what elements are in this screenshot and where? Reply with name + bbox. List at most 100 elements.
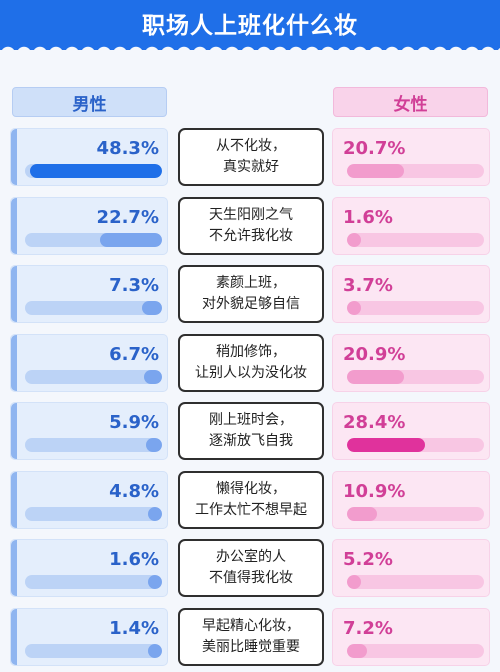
male-panel-stripe	[11, 197, 17, 254]
category-label-line: 不允许我化妆	[209, 227, 293, 244]
category-label-line: 真实就好	[223, 159, 279, 175]
female-value-label: 1.6%	[343, 206, 393, 228]
category-box: 天生阳刚之气 不允许我化妆	[178, 196, 324, 255]
female-bar-track	[347, 575, 484, 589]
male-bar-track	[25, 643, 162, 658]
male-bar-track	[25, 164, 162, 178]
female-bar-panel: 20.9%	[332, 333, 490, 392]
female-bar-track	[347, 369, 484, 384]
male-bar-panel: 5.9%	[10, 402, 168, 460]
male-bar-track	[25, 369, 162, 384]
category-box: 懒得化妆， 工作太忙不想早起	[178, 470, 324, 529]
male-value-label: 48.3%	[96, 138, 159, 159]
female-value-label: 3.7%	[343, 275, 393, 296]
male-bar-track	[25, 301, 162, 315]
female-bar-track	[347, 643, 484, 658]
male-value-label: 7.3%	[109, 275, 159, 296]
female-bar-panel: 5.2%	[332, 539, 490, 597]
female-bar	[347, 643, 367, 658]
female-bar-panel: 7.2%	[332, 607, 490, 666]
female-bar-panel: 10.9%	[332, 470, 490, 529]
male-panel-stripe	[11, 266, 17, 322]
category-label-line: 懒得化妆，	[216, 480, 286, 497]
category-box: 稍加修饰， 让别人以为没化妆	[178, 333, 324, 392]
male-bar	[99, 232, 162, 247]
female-bar	[347, 506, 377, 521]
category-box: 素颜上班， 对外貌足够自信	[178, 265, 324, 323]
male-bar-panel: 4.8%	[10, 470, 168, 529]
male-bar	[148, 506, 162, 521]
male-panel-stripe	[11, 403, 17, 459]
female-bar-panel: 28.4%	[332, 402, 490, 460]
male-bar-panel: 1.4%	[10, 607, 168, 666]
female-bar-panel: 3.7%	[332, 265, 490, 323]
category-box: 刚上班时会， 逐渐放飞自我	[178, 402, 324, 460]
female-value-label: 20.9%	[343, 343, 406, 365]
category-label-line: 逐渐放飞自我	[209, 433, 293, 449]
category-box: 从不化妆， 真实就好	[178, 128, 324, 186]
male-bar-track	[25, 575, 162, 589]
category-label-line: 工作太忙不想早起	[195, 501, 307, 518]
female-bar	[347, 575, 362, 589]
male-bar	[143, 369, 162, 384]
female-bar-track	[347, 164, 484, 178]
male-bar	[29, 164, 162, 178]
male-bar	[145, 438, 162, 452]
female-value-label: 28.4%	[343, 412, 406, 433]
male-bar-track	[25, 506, 162, 521]
female-bar-track	[347, 506, 484, 521]
header-banner: 职场人上班化什么妆	[0, 0, 500, 50]
category-label-line: 刚上班时会，	[209, 412, 293, 428]
female-bar	[347, 164, 404, 178]
male-bar-track	[25, 438, 162, 452]
male-panel-stripe	[11, 334, 17, 391]
male-bar	[148, 575, 162, 589]
male-panel-stripe	[11, 540, 17, 596]
female-bar-track	[347, 438, 484, 452]
male-bar	[142, 301, 162, 315]
male-value-label: 1.4%	[109, 617, 159, 639]
male-value-label: 4.8%	[109, 480, 159, 502]
male-value-label: 5.9%	[109, 412, 159, 433]
category-box: 早起精心化妆， 美丽比睡觉重要	[178, 607, 324, 666]
female-bar-track	[347, 232, 484, 247]
category-label-line: 素颜上班，	[216, 275, 286, 291]
female-value-label: 5.2%	[343, 549, 393, 570]
male-bar-panel: 7.3%	[10, 265, 168, 323]
male-value-label: 1.6%	[109, 549, 159, 570]
male-bar	[148, 643, 162, 658]
category-label-line: 从不化妆，	[216, 138, 286, 154]
female-value-label: 7.2%	[343, 617, 393, 639]
male-value-label: 22.7%	[96, 206, 159, 228]
male-bar-panel: 22.7%	[10, 196, 168, 255]
category-box: 办公室的人不值得我化妆	[178, 539, 324, 597]
category-label-line: 让别人以为没化妆	[195, 364, 307, 381]
female-value-label: 20.7%	[343, 138, 406, 159]
category-label-line: 稍加修饰，	[216, 343, 286, 360]
female-bar-track	[347, 301, 484, 315]
category-label-line: 早起精心化妆，	[202, 617, 300, 634]
category-label-line: 办公室的人	[216, 549, 286, 565]
male-bar-track	[25, 232, 162, 247]
category-label-line: 天生阳刚之气	[209, 206, 293, 223]
male-column-header: 男性	[12, 87, 167, 117]
category-label-line: 不值得我化妆	[209, 570, 293, 586]
male-panel-stripe	[11, 129, 17, 185]
page-title: 职场人上班化什么妆	[142, 13, 358, 39]
female-bar	[347, 232, 361, 247]
category-label-line: 美丽比睡觉重要	[202, 638, 300, 655]
male-value-label: 6.7%	[109, 343, 159, 365]
female-bar	[347, 301, 361, 315]
male-bar-panel: 6.7%	[10, 333, 168, 392]
female-column-header: 女性	[333, 87, 488, 117]
female-value-label: 10.9%	[343, 480, 406, 502]
female-bar-panel: 1.6%	[332, 196, 490, 255]
female-bar	[347, 438, 425, 452]
male-bar-panel: 1.6%	[10, 539, 168, 597]
scallop-edge	[0, 40, 500, 50]
male-bar-panel: 48.3%	[10, 128, 168, 186]
female-bar-panel: 20.7%	[332, 128, 490, 186]
male-panel-stripe	[11, 471, 17, 528]
male-panel-stripe	[11, 608, 17, 665]
female-bar	[347, 369, 405, 384]
